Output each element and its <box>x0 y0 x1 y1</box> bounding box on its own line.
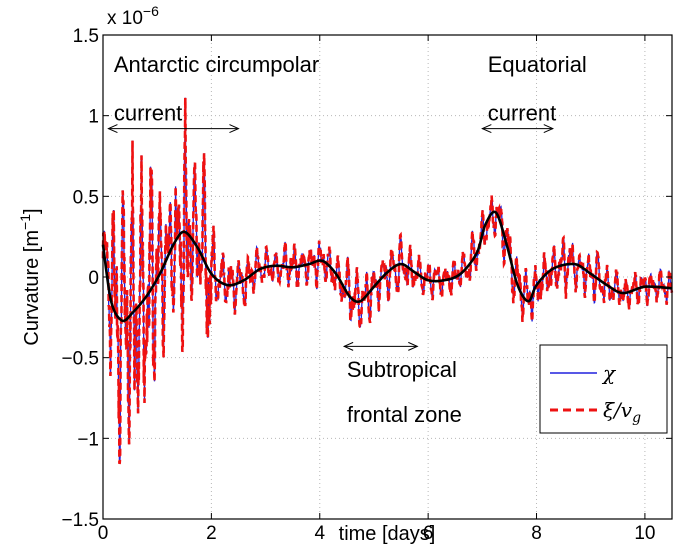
axis-ticks: 0 2 4 6 8 10 −1.5 −1 −0.5 0 0.5 1 1.5 <box>61 26 672 544</box>
legend-box <box>539 344 668 434</box>
series-layer <box>101 97 674 465</box>
annotation-eq-text: Equatorial <box>488 52 587 77</box>
y-scale-factor: x 10−6 <box>107 3 159 29</box>
y-tick-label: −1.5 <box>61 510 99 531</box>
x-tick-label: 10 <box>634 523 655 544</box>
y-tick-label: −0.5 <box>61 349 99 370</box>
annotation-acc-text: Antarctic circumpolar <box>114 52 319 77</box>
arrow-head-left <box>342 341 354 351</box>
y-tick-label: 1.5 <box>73 26 99 47</box>
series-smooth-line <box>101 210 673 323</box>
x-axis-label: time [days] <box>339 523 436 545</box>
y-axis-label: Curvature [m−1] <box>17 208 43 345</box>
x-tick-label: 6 <box>423 523 434 544</box>
arrow-head-right <box>408 341 419 351</box>
annotations: Antarctic circumpolar current Equatorial cu… <box>107 52 587 427</box>
x-tick-label: 2 <box>206 523 217 544</box>
y-tick-label: −1 <box>77 429 99 450</box>
grid <box>103 35 672 519</box>
x-tick-label: 8 <box>531 523 542 544</box>
y-tick-label: 0.5 <box>73 187 99 208</box>
series-xi-line <box>101 97 674 465</box>
arrow-head-right <box>229 124 240 134</box>
annotation-eq-text: current <box>488 101 556 126</box>
y-tick-label: 1 <box>88 107 99 128</box>
y-tick-label: 0 <box>88 268 99 289</box>
arrow-head-right <box>543 124 555 134</box>
arrow-head-left <box>107 124 118 134</box>
arrow-head-left <box>481 124 492 134</box>
legend-chi-label: χ <box>601 361 617 385</box>
legend: χ ξ/vg <box>539 344 668 434</box>
legend-xi-label: ξ/vg <box>603 398 641 426</box>
x-tick-label: 4 <box>314 523 325 544</box>
annotation-stfz-text: frontal zone <box>347 402 462 427</box>
annotation-stfz-text: Subtropical <box>347 357 457 382</box>
x-tick-label: 0 <box>98 523 109 544</box>
annotation-acc-text: current <box>114 101 182 126</box>
